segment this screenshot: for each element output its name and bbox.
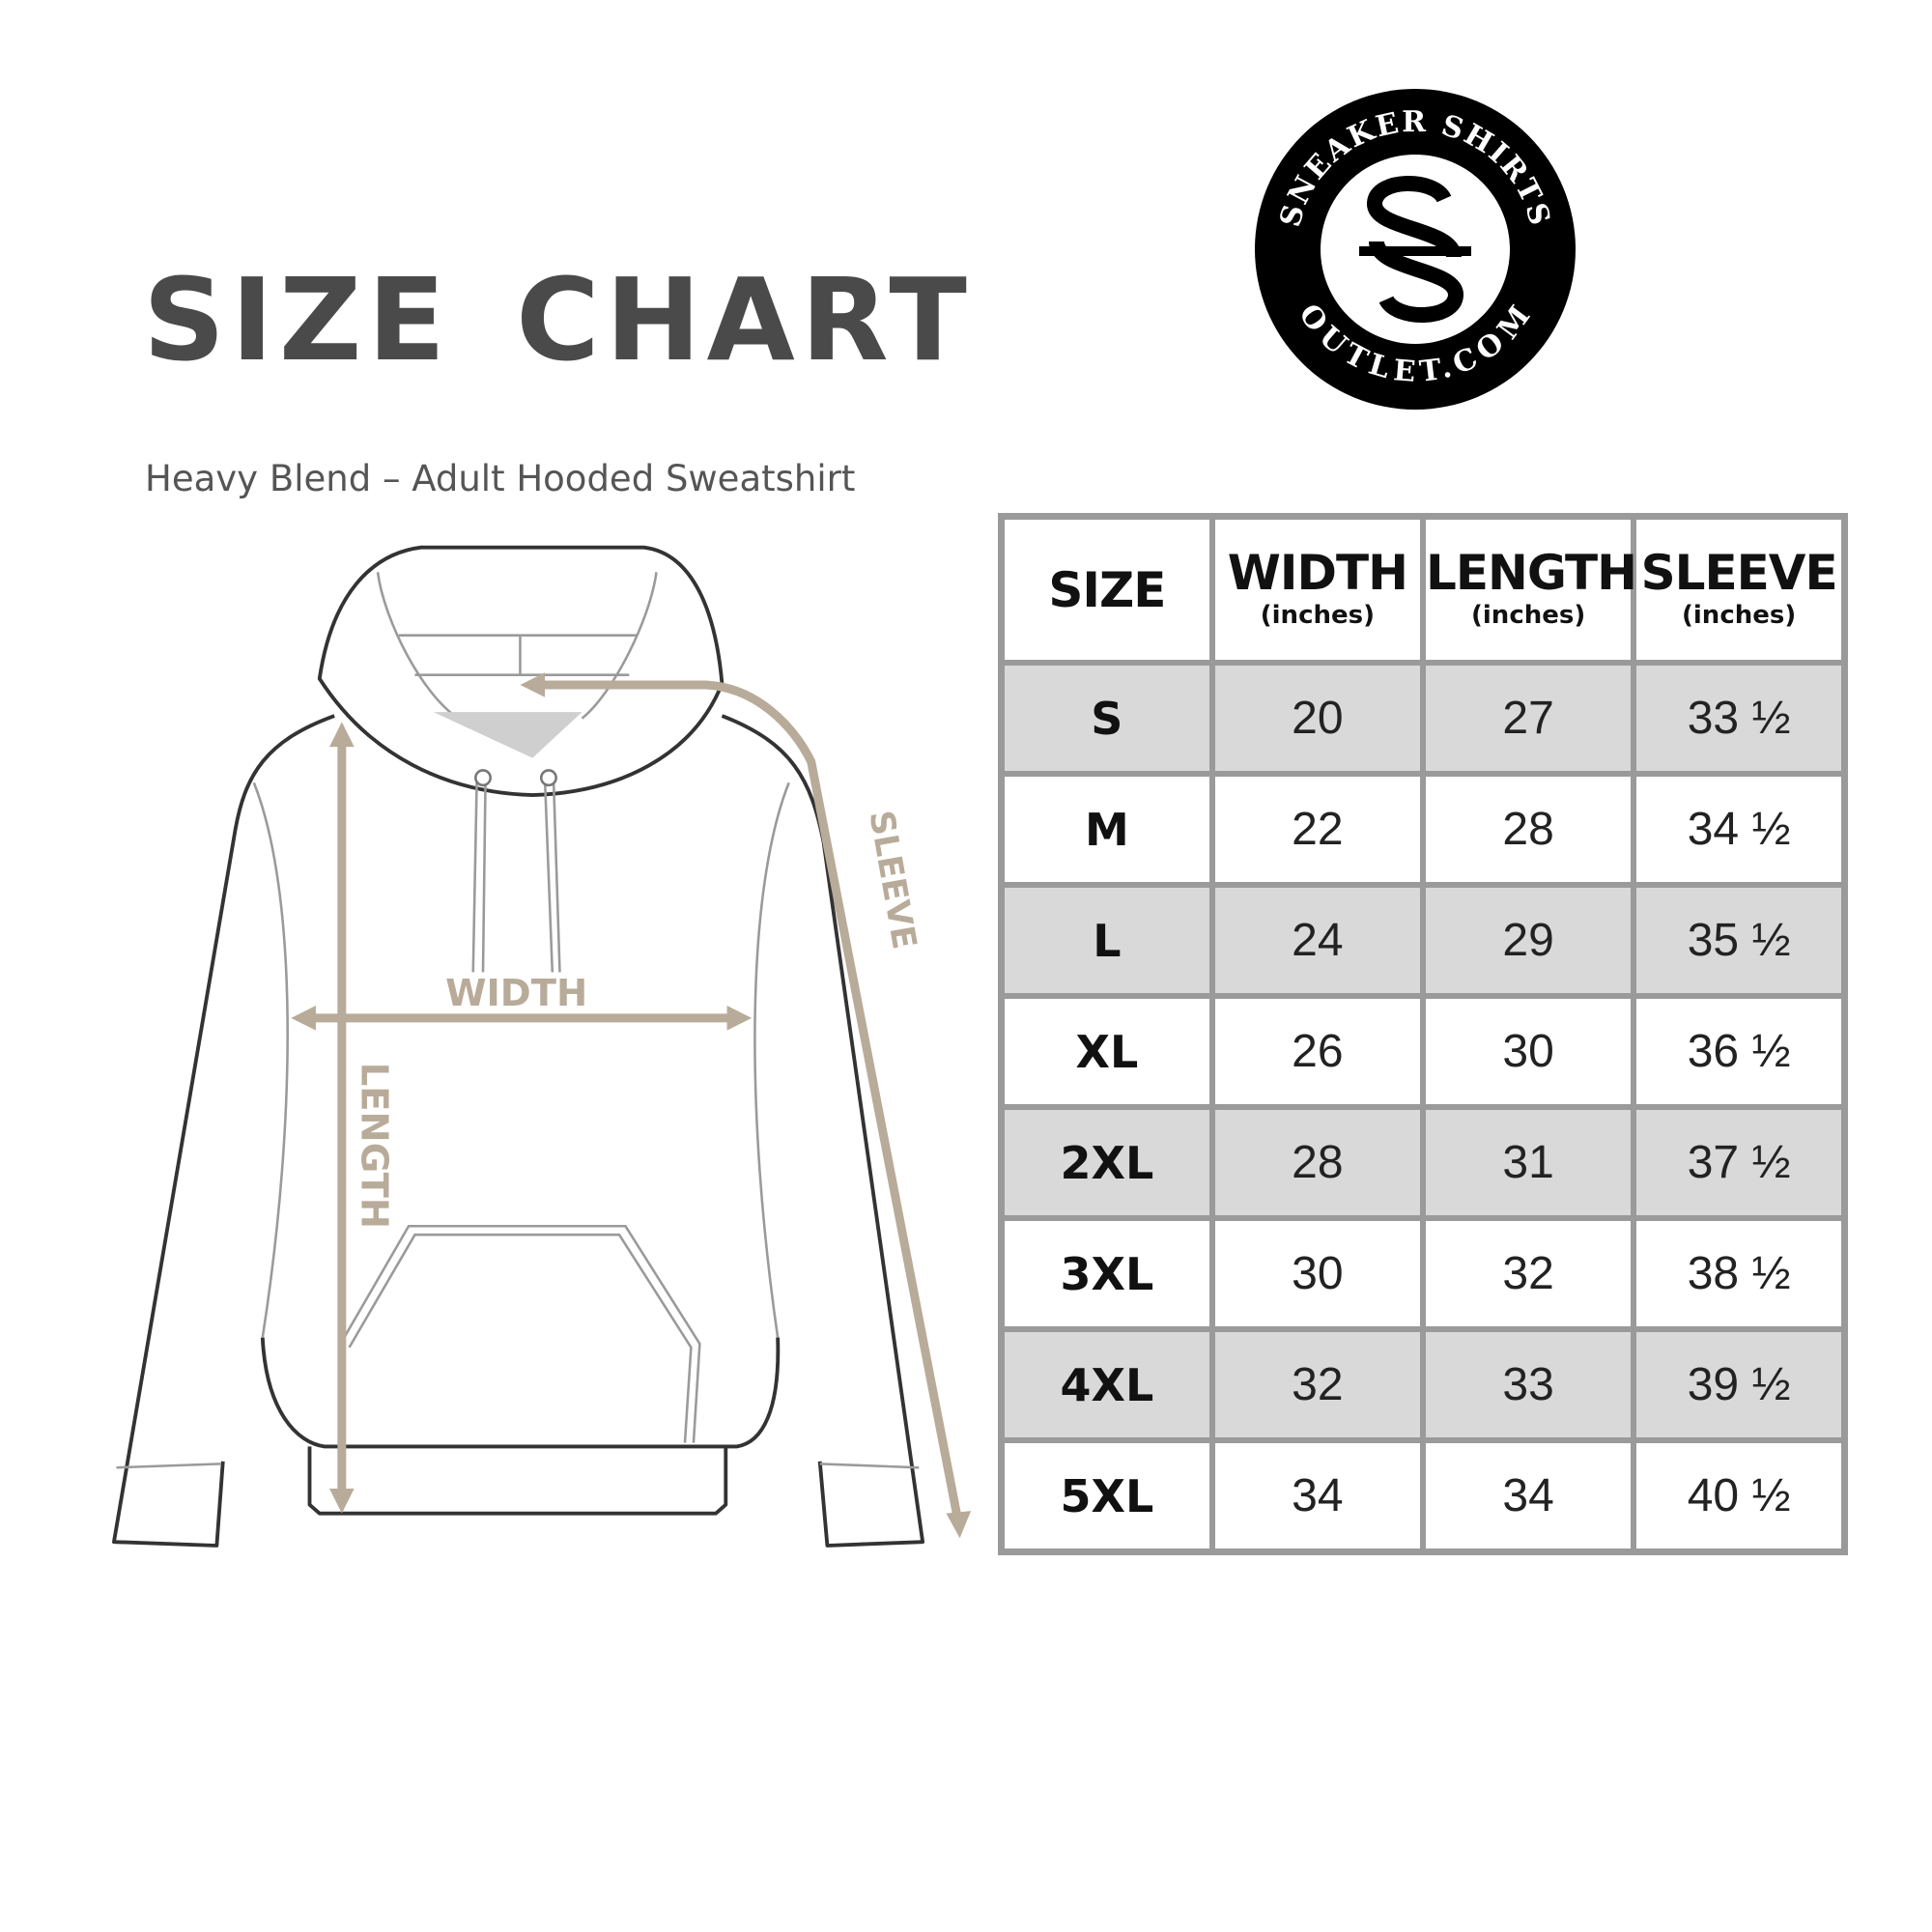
cell-length: 32 [1419, 1215, 1637, 1332]
length-label: LENGTH [352, 1063, 395, 1229]
cell-sleeve: 38 ½ [1631, 1215, 1848, 1332]
cell-width: 26 [1208, 993, 1427, 1110]
cell-width: 34 [1208, 1437, 1427, 1555]
product-subtitle: Heavy Blend – Adult Hooded Sweatshirt [145, 458, 856, 499]
cell-sleeve: 36 ½ [1631, 993, 1848, 1110]
cell-sleeve: 37 ½ [1631, 1104, 1848, 1221]
cell-length: 31 [1419, 1104, 1637, 1221]
header-length: LENGTH (inches) [1419, 513, 1637, 666]
cell-length: 30 [1419, 993, 1637, 1110]
cell-size: M [998, 771, 1215, 888]
size-table: SIZE WIDTH (inches) LENGTH (inches) SLEEVE… [998, 513, 1848, 1555]
sleeve-arrow [542, 680, 962, 1519]
header-width: WIDTH (inches) [1208, 513, 1427, 666]
measurement-arrows [291, 672, 972, 1539]
hoodie-outline [112, 545, 925, 1548]
brand-logo: SNEAKER SHIRTS OUTLET.COM [1255, 89, 1576, 410]
cell-sleeve: 34 ½ [1631, 771, 1848, 888]
cell-sleeve: 33 ½ [1631, 660, 1848, 777]
table-row: L 24 29 35 ½ [998, 882, 1848, 999]
cell-sleeve: 35 ½ [1631, 882, 1848, 999]
cell-size: 3XL [998, 1215, 1215, 1332]
table-header-row: SIZE WIDTH (inches) LENGTH (inches) SLEEVE… [998, 513, 1848, 666]
table-row: 2XL 28 31 37 ½ [998, 1104, 1848, 1221]
cell-size: S [998, 660, 1215, 777]
monogram-icon [1359, 176, 1471, 323]
table-row: 3XL 30 32 38 ½ [998, 1215, 1848, 1332]
cell-size: XL [998, 993, 1215, 1110]
cell-width: 24 [1208, 882, 1427, 999]
cell-sleeve: 40 ½ [1631, 1437, 1848, 1555]
table-row: M 22 28 34 ½ [998, 771, 1848, 888]
table-row: 4XL 32 33 39 ½ [998, 1326, 1848, 1443]
cell-sleeve: 39 ½ [1631, 1326, 1848, 1443]
sleeve-label: SLEEVE [861, 808, 923, 952]
cell-length: 34 [1419, 1437, 1637, 1555]
cell-size: 2XL [998, 1104, 1215, 1221]
table-row: 5XL 34 34 40 ½ [998, 1437, 1848, 1555]
cell-width: 30 [1208, 1215, 1427, 1332]
cell-size: 5XL [998, 1437, 1215, 1555]
cell-length: 33 [1419, 1326, 1637, 1443]
cell-width: 22 [1208, 771, 1427, 888]
header-sleeve: SLEEVE (inches) [1631, 513, 1848, 666]
table-row: S 20 27 33 ½ [998, 660, 1848, 777]
cell-length: 27 [1419, 660, 1637, 777]
cell-width: 20 [1208, 660, 1427, 777]
cell-size: L [998, 882, 1215, 999]
width-label: WIDTH [445, 972, 587, 1015]
page-title: SIZE CHART [143, 253, 973, 386]
cell-length: 28 [1419, 771, 1637, 888]
cell-width: 32 [1208, 1326, 1427, 1443]
cell-size: 4XL [998, 1326, 1215, 1443]
cell-width: 28 [1208, 1104, 1427, 1221]
table-row: XL 26 30 36 ½ [998, 993, 1848, 1110]
header-size: SIZE [998, 513, 1215, 666]
cell-length: 29 [1419, 882, 1637, 999]
